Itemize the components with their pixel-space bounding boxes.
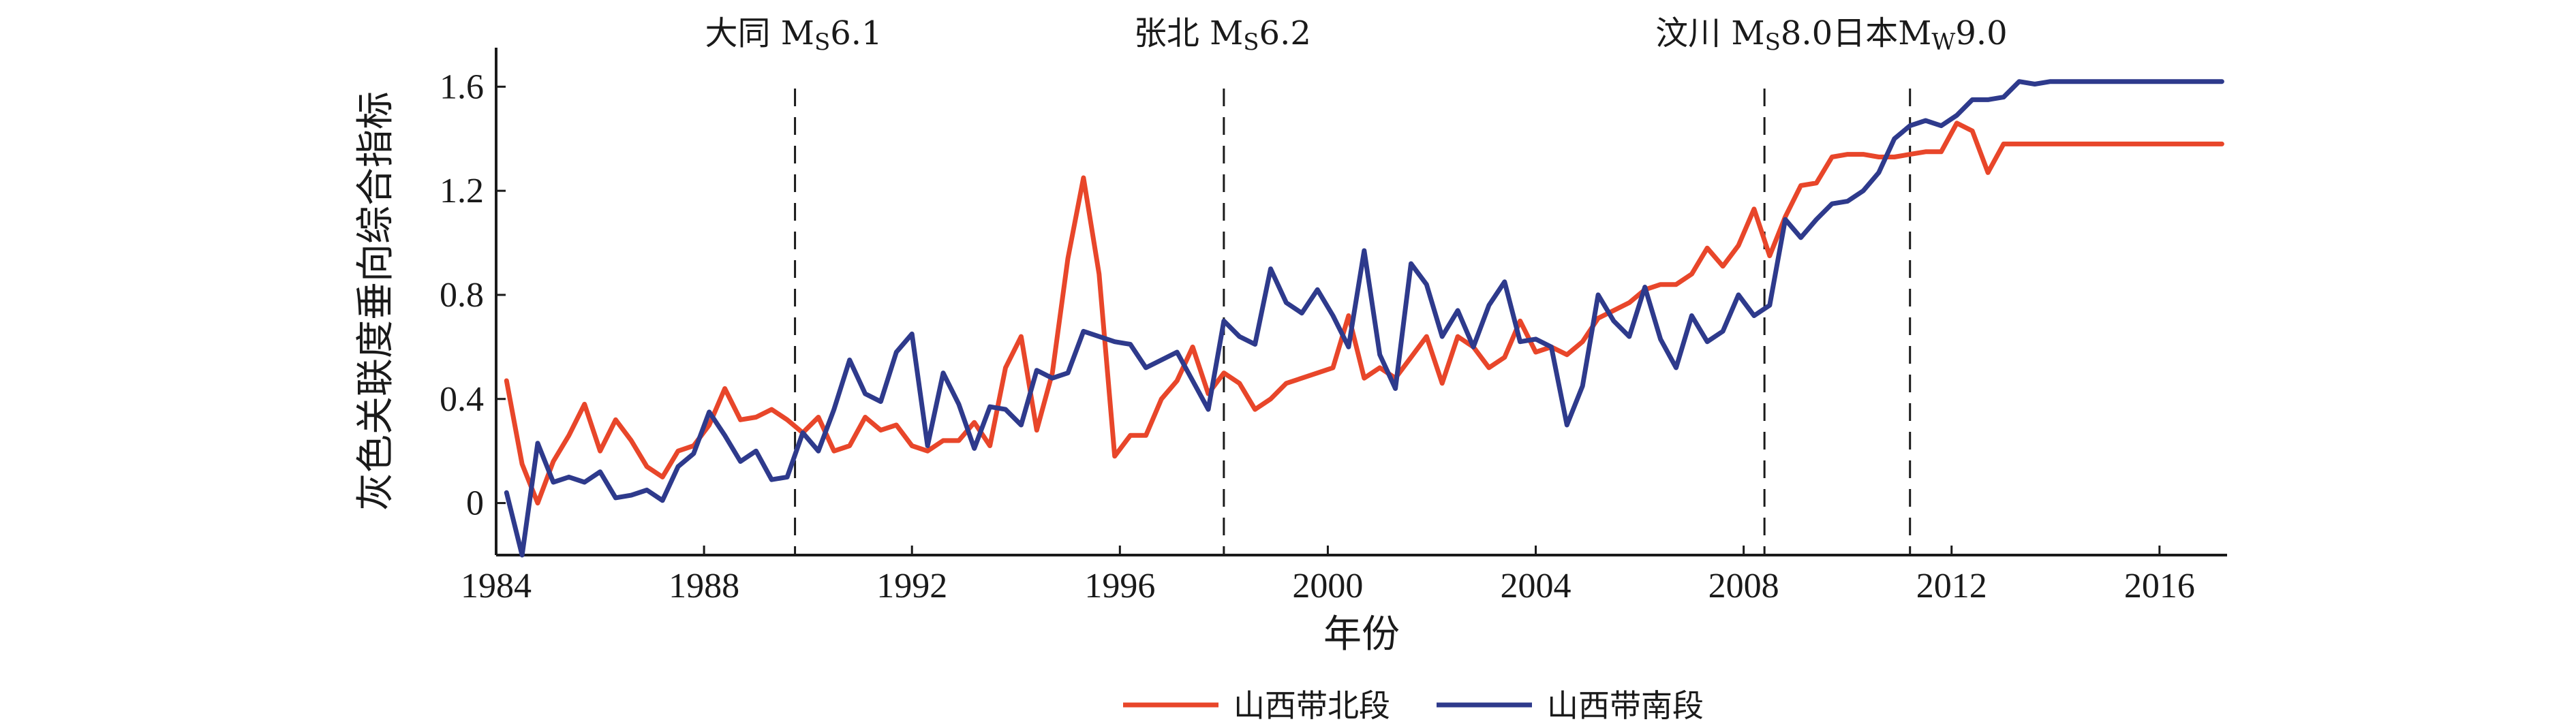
x-tick-label: 2016 (2124, 567, 2195, 605)
event-label: 大同 MS6.1 (705, 14, 883, 56)
series-line-north (504, 121, 2224, 506)
y-tick-label: 1.6 (440, 67, 484, 106)
event-label: 汶川 MS8.0日本MW9.0 (1655, 14, 2008, 56)
x-tick-label: 2004 (1501, 567, 1571, 605)
y-tick-label: 0.8 (440, 276, 484, 315)
event-annotations: 大同 MS6.1 张北 MS6.2 汶川 MS8.0日本MW9.0 (705, 14, 2008, 555)
series-layer (504, 79, 2224, 558)
x-tick-label: 1996 (1084, 567, 1155, 605)
legend-north-label: 山西带北段 (1233, 687, 1390, 724)
y-axis-title: 灰色关联度垂向综合指标 (354, 91, 398, 511)
y-tick-label: 0 (466, 484, 484, 523)
x-tick-label: 2008 (1708, 567, 1779, 605)
y-tick-label: 0.4 (440, 380, 484, 419)
x-tick-label: 2000 (1292, 567, 1363, 605)
legend-south-label: 山西带南段 (1547, 687, 1704, 724)
x-tick-label: 1992 (876, 567, 947, 605)
x-tick-label: 2012 (1916, 567, 1987, 605)
x-ticks: 1984 1988 1992 1996 2000 2004 2008 2012 2016 (461, 546, 2195, 605)
series-line-south (504, 79, 2224, 558)
x-tick-label: 1984 (461, 567, 532, 605)
x-tick-label: 1988 (669, 567, 739, 605)
legend: 山西带北段 山西带南段 (1123, 687, 1704, 724)
y-tick-label: 1.2 (440, 172, 484, 210)
event-label: 张北 MS6.2 (1134, 14, 1311, 56)
y-ticks: 0 0.4 0.8 1.2 1.6 (440, 67, 506, 523)
x-axis-title: 年份 (1323, 612, 1400, 657)
